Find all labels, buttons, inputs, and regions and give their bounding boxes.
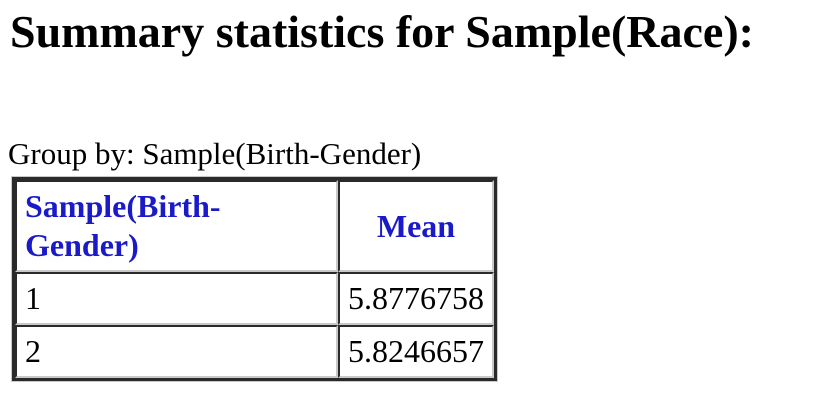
table-header: Sample(Birth-Gender) Mean xyxy=(15,180,494,273)
cell-group-2: 2 xyxy=(15,325,338,379)
cell-mean-1: 5.8776758 xyxy=(338,272,494,326)
table-header-row: Sample(Birth-Gender) Mean xyxy=(15,180,494,273)
summary-statistics-table: Sample(Birth-Gender) Mean 1 5.8776758 2 … xyxy=(11,175,498,383)
cell-mean-2: 5.8246657 xyxy=(338,325,494,379)
cell-group-1: 1 xyxy=(15,272,338,326)
column-header-sample-birth-gender: Sample(Birth-Gender) xyxy=(15,180,338,273)
table-row: 1 5.8776758 xyxy=(15,272,494,326)
column-header-mean: Mean xyxy=(338,180,494,273)
table-row: 2 5.8246657 xyxy=(15,325,494,379)
group-by-label: Group by: Sample(Birth-Gender) xyxy=(8,136,422,171)
table-body: 1 5.8776758 2 5.8246657 xyxy=(15,272,494,379)
page-title: Summary statistics for Sample(Race): xyxy=(10,6,754,57)
